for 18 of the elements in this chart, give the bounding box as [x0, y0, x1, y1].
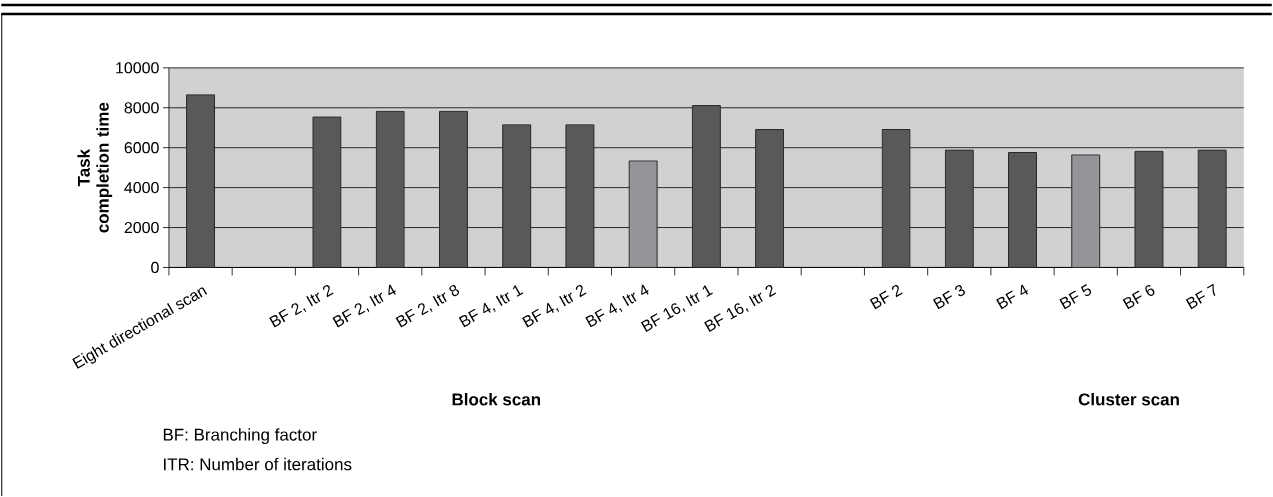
x-tick-label: BF 2: [869, 285, 903, 310]
y-tick-label: 6000: [124, 142, 159, 154]
y-tick-label: 0: [151, 262, 159, 274]
text: Cluster scan: [1078, 393, 1179, 406]
y-axis-title: Task completion time: [77, 102, 113, 233]
x-tick-label: BF 5: [1059, 284, 1092, 310]
x-tick-label: BF 3: [933, 285, 965, 310]
y-tick-label: 8000: [124, 102, 159, 114]
text: ITR: Number of iterations: [164, 458, 352, 471]
x-tick-label: BF 2, Itr 8: [395, 285, 460, 328]
y-tick-label: 2000: [124, 222, 159, 234]
x-tick-label: BF 7: [1185, 284, 1216, 310]
y-tick-label: 4000: [124, 182, 159, 194]
y-tick-label: 10000: [116, 62, 159, 74]
x-tick-label: BF 6: [1122, 285, 1155, 310]
x-tick-label: BF 4: [996, 284, 1029, 310]
text: Block scan: [452, 393, 540, 406]
text: BF: Branching factor: [163, 428, 317, 445]
